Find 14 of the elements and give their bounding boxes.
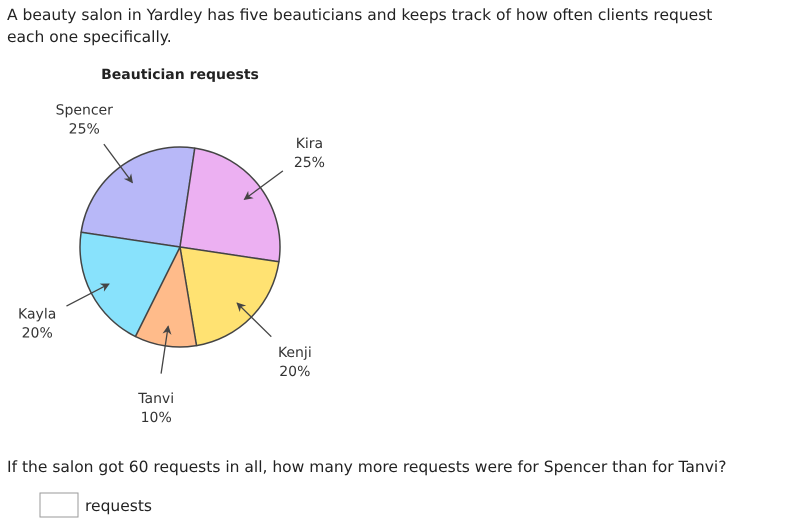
data-label: 25% [68,122,100,138]
slice-label: Kira [296,136,324,152]
text: A beauty salon in Yardley has five beauticians and keeps track of how often clients request each one specifically. [7,6,712,46]
data-label: 10% [140,410,172,426]
data-label: 20% [22,325,53,342]
data-label: 25% [294,155,325,172]
text: If the salon got 60 requests in all, how many more requests were for Spencer than for Tanvi? [7,458,726,476]
slice-label: Kayla [18,306,56,322]
text: requests [85,497,152,515]
slice-label: Tanvi [137,391,174,408]
data-label: 20% [279,364,310,380]
chart-title: Beautician requests [101,67,259,83]
slice-label: Kenji [278,344,312,361]
slice-label: Spencer [56,102,114,119]
